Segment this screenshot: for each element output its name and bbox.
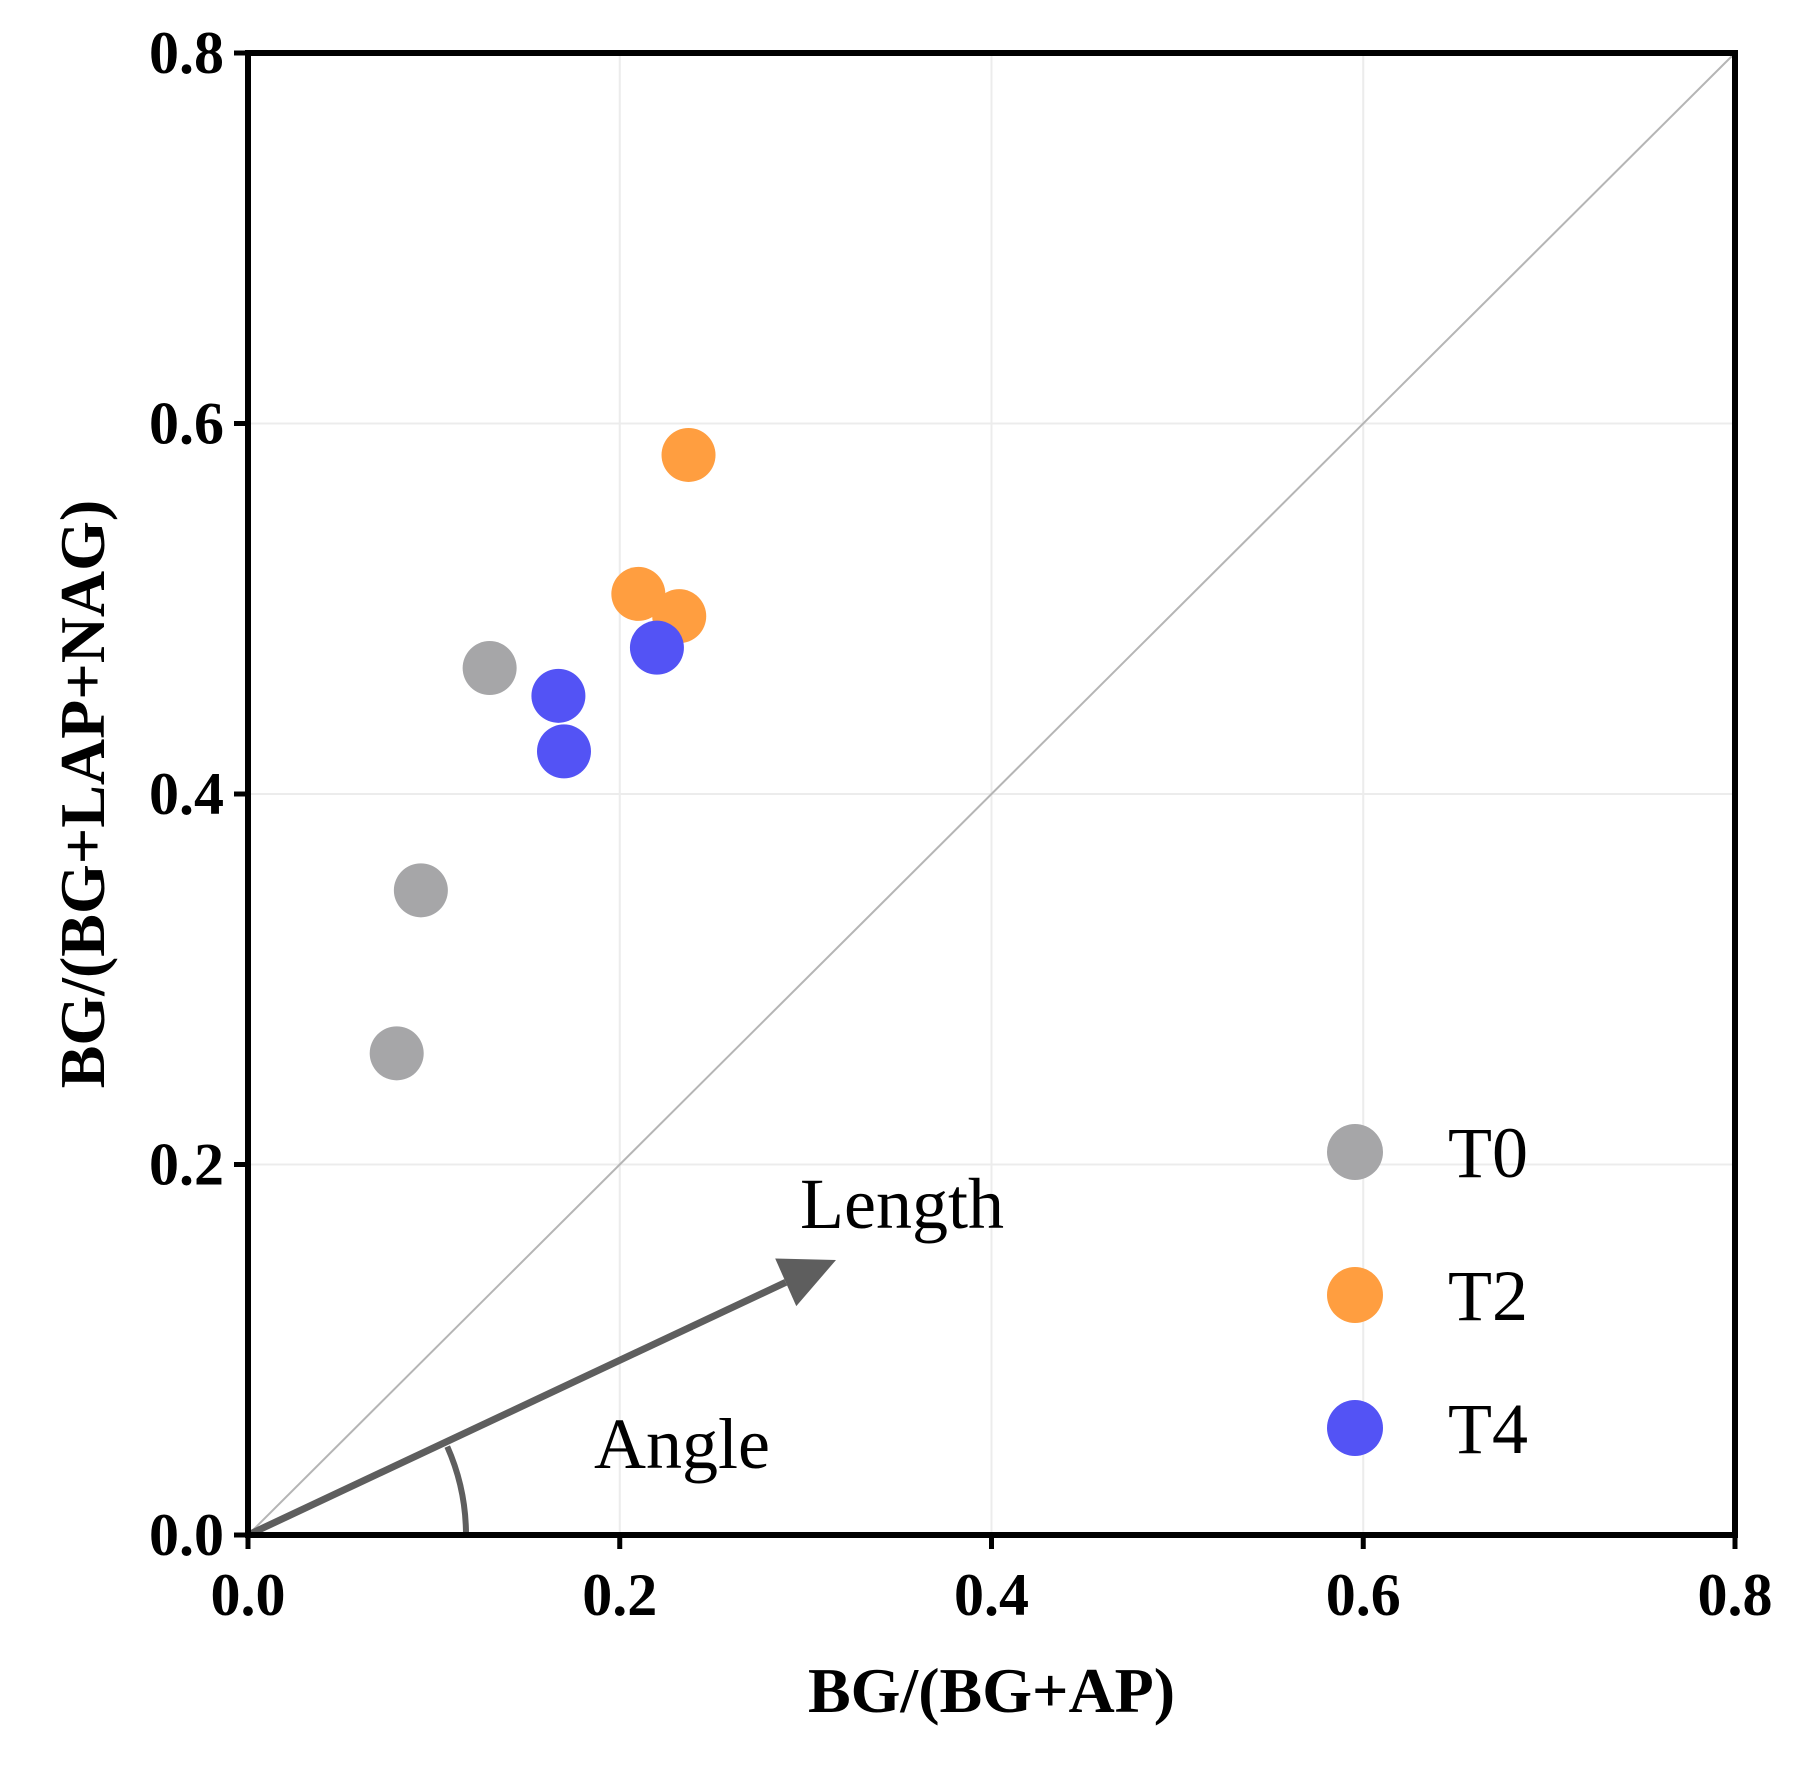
legend-marker-t0 (1327, 1124, 1383, 1180)
angle-arc (444, 1445, 469, 1536)
x-tick-label: 0.6 (1326, 1562, 1401, 1628)
y-tick-label: 0.6 (149, 391, 224, 457)
tick-labels: 0.0 0.2 0.4 0.6 0.8 0.0 0.2 0.4 0.6 0.8 (149, 20, 1773, 1628)
y-tick-label: 0.0 (149, 1502, 224, 1568)
y-tick-label: 0.4 (149, 761, 224, 827)
data-point-t4 (629, 620, 684, 675)
length-vector-arrow (246, 1279, 788, 1539)
x-tick-label: 0.4 (954, 1562, 1029, 1628)
x-tick-label: 0.8 (1698, 1562, 1773, 1628)
legend-label-t0: T0 (1448, 1113, 1528, 1193)
plot-frame (245, 50, 1738, 1538)
legend: T0 T2 T4 (1327, 1113, 1528, 1469)
data-point-t4 (536, 724, 591, 779)
y-tick-label: 0.2 (149, 1132, 224, 1198)
data-point-t0 (393, 863, 448, 918)
legend-label-t4: T4 (1448, 1389, 1528, 1469)
data-point-t4 (531, 668, 586, 723)
reference-line-diagonal (247, 52, 1736, 1536)
legend-marker-t4 (1327, 1400, 1383, 1456)
data-point-t0 (462, 641, 517, 696)
y-axis-title: BG/(BG+LAP+NAG) (47, 500, 118, 1089)
data-points (369, 427, 716, 1081)
legend-marker-t2 (1327, 1267, 1383, 1323)
x-tick-label: 0.0 (211, 1562, 286, 1628)
x-axis-title: BG/(BG+AP) (808, 1655, 1175, 1726)
y-tick-label: 0.8 (149, 20, 224, 86)
data-point-t2 (661, 427, 716, 482)
legend-label-t2: T2 (1448, 1256, 1528, 1336)
data-point-t0 (369, 1026, 424, 1081)
angle-annotation: Angle (594, 1404, 770, 1484)
vector-annotation: Length Angle (246, 1164, 1004, 1539)
data-point-t2 (611, 566, 666, 621)
arrowhead-icon (775, 1258, 836, 1307)
x-tick-label: 0.2 (582, 1562, 657, 1628)
length-annotation: Length (800, 1164, 1004, 1244)
